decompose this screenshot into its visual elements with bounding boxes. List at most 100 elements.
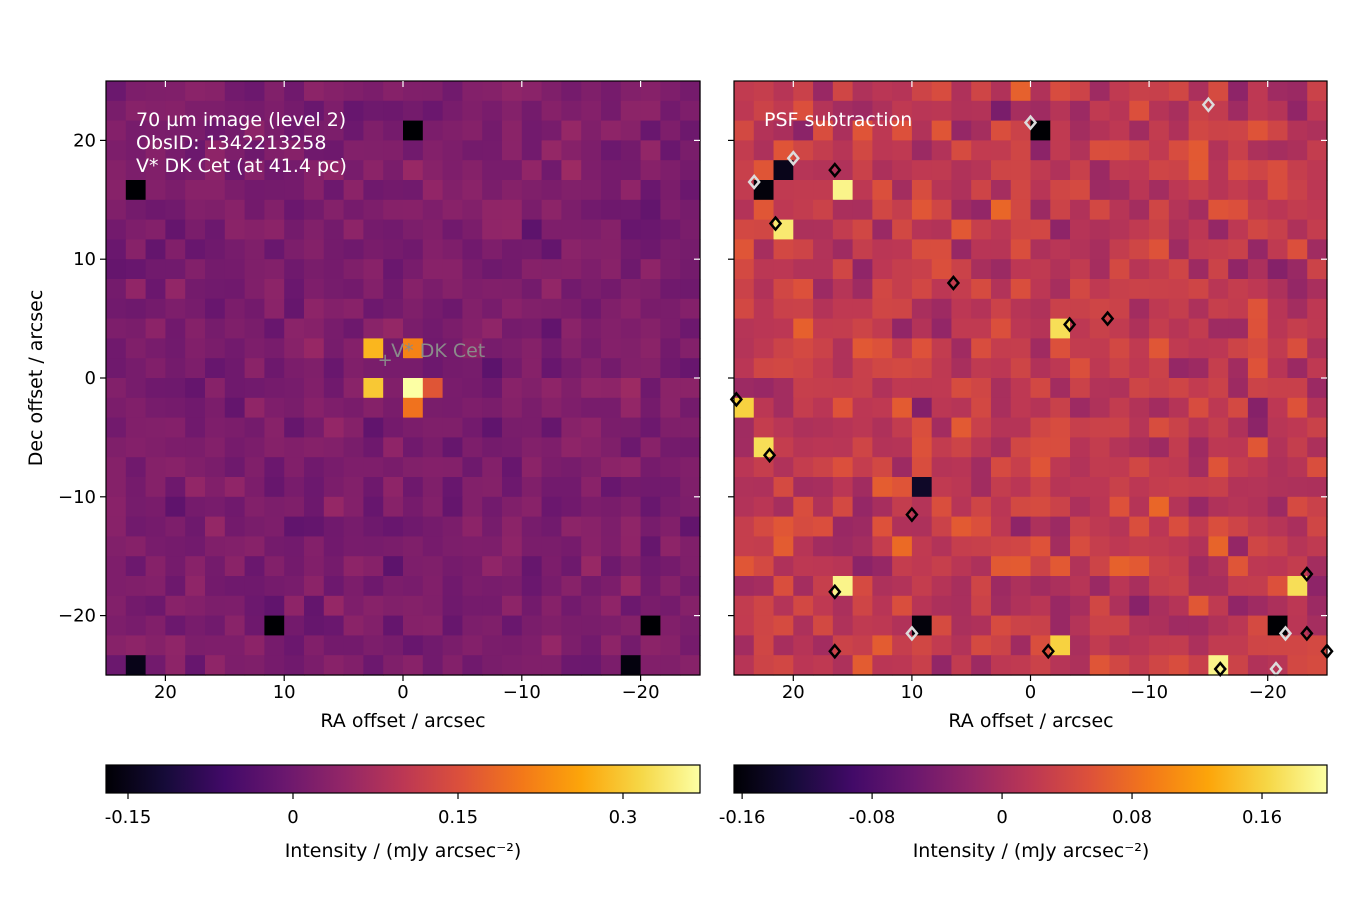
heatmap-cell bbox=[793, 655, 814, 676]
heatmap-cell bbox=[971, 477, 992, 498]
heatmap-cell bbox=[165, 457, 186, 478]
heatmap-cell bbox=[872, 120, 893, 141]
heatmap-cell bbox=[601, 239, 622, 260]
heatmap-cell bbox=[1129, 576, 1150, 597]
heatmap-cell bbox=[343, 338, 364, 359]
heatmap-cell bbox=[1030, 160, 1051, 181]
heatmap-cell bbox=[482, 457, 503, 478]
right-annotation: PSF subtraction bbox=[764, 109, 912, 131]
heatmap-cell bbox=[620, 318, 642, 339]
heatmap-cell bbox=[1228, 496, 1249, 518]
heatmap-cell bbox=[813, 120, 834, 141]
heatmap-cell bbox=[1247, 595, 1269, 617]
heatmap-cell bbox=[343, 100, 364, 122]
heatmap-cell bbox=[264, 338, 285, 359]
heatmap-cell bbox=[244, 120, 265, 141]
heatmap-cell bbox=[1267, 576, 1289, 597]
heatmap-cell bbox=[832, 199, 854, 221]
heatmap-cell bbox=[753, 279, 775, 300]
heatmap-cell bbox=[264, 576, 285, 597]
heatmap-cell bbox=[521, 219, 543, 240]
heatmap-cell bbox=[521, 199, 543, 221]
heatmap-cell bbox=[581, 338, 602, 359]
heatmap-cell bbox=[1109, 635, 1130, 656]
heatmap-cell bbox=[482, 576, 503, 597]
heatmap-cell bbox=[892, 279, 913, 300]
heatmap-cell bbox=[1089, 259, 1111, 280]
heatmap-cell bbox=[1030, 576, 1051, 597]
heatmap-cell bbox=[363, 180, 384, 201]
heatmap-cell bbox=[284, 417, 305, 438]
heatmap-cell bbox=[343, 259, 364, 280]
heatmap-cell bbox=[561, 655, 582, 676]
heatmap-cell bbox=[640, 536, 661, 557]
heatmap-cell bbox=[971, 437, 992, 458]
heatmap-cell bbox=[343, 635, 364, 656]
heatmap-cell bbox=[852, 576, 873, 597]
heatmap-cell bbox=[1050, 516, 1071, 537]
heatmap-cell bbox=[205, 219, 226, 240]
heatmap-cell bbox=[813, 477, 834, 498]
heatmap-cell bbox=[502, 318, 523, 339]
heatmap-cell bbox=[911, 655, 933, 676]
x-tick-label: 10 bbox=[900, 682, 923, 703]
heatmap-cell bbox=[323, 160, 345, 181]
heatmap-cell bbox=[1307, 199, 1328, 221]
heatmap-cell bbox=[773, 556, 794, 577]
heatmap-cell bbox=[971, 378, 992, 399]
heatmap-cell bbox=[442, 655, 463, 676]
heatmap-cell bbox=[753, 397, 775, 419]
heatmap-cell bbox=[442, 595, 463, 617]
heatmap-cell bbox=[1109, 437, 1130, 458]
heatmap-cell bbox=[640, 457, 661, 478]
heatmap-cell bbox=[1287, 496, 1308, 518]
heatmap-cell bbox=[185, 160, 206, 181]
heatmap-cell bbox=[1030, 298, 1051, 320]
heatmap-cell bbox=[951, 239, 972, 260]
heatmap-cell bbox=[363, 516, 384, 537]
heatmap-cell bbox=[521, 417, 543, 438]
heatmap-cell bbox=[185, 536, 206, 557]
heatmap-cell bbox=[403, 437, 424, 458]
heatmap-cell bbox=[106, 219, 127, 240]
heatmap-cell bbox=[1208, 318, 1229, 339]
heatmap-cell bbox=[462, 199, 483, 221]
heatmap-cell bbox=[971, 120, 992, 141]
heatmap-cell bbox=[1307, 457, 1328, 478]
heatmap-cell bbox=[106, 100, 127, 122]
heatmap-cell bbox=[145, 279, 166, 300]
heatmap-cell bbox=[680, 556, 701, 577]
heatmap-cell bbox=[911, 556, 933, 577]
heatmap-cell bbox=[620, 437, 642, 458]
heatmap-cell bbox=[734, 516, 755, 537]
heatmap-cell bbox=[185, 477, 206, 498]
heatmap-cell bbox=[1287, 556, 1308, 577]
heatmap-cell bbox=[244, 516, 265, 537]
heatmap-cell bbox=[264, 219, 285, 240]
contour-positive bbox=[768, 215, 783, 232]
heatmap-cell bbox=[482, 100, 503, 122]
heatmap-cell bbox=[1089, 615, 1111, 636]
heatmap-cell bbox=[224, 358, 246, 379]
heatmap-cell bbox=[911, 279, 933, 300]
heatmap-cell bbox=[403, 338, 424, 359]
heatmap-cell bbox=[482, 120, 503, 141]
heatmap-cell bbox=[753, 318, 775, 339]
heatmap-cell bbox=[323, 417, 345, 438]
heatmap-cell bbox=[561, 298, 582, 320]
heatmap-cell bbox=[1287, 120, 1308, 141]
heatmap-cell bbox=[304, 437, 325, 458]
heatmap-cell bbox=[1307, 120, 1328, 141]
contour-negative bbox=[905, 625, 919, 642]
heatmap-cell bbox=[462, 397, 483, 419]
heatmap-cell bbox=[1188, 298, 1209, 320]
heatmap-cell bbox=[892, 239, 913, 260]
heatmap-cell bbox=[521, 615, 543, 636]
heatmap-cell bbox=[1129, 417, 1150, 438]
heatmap-cell bbox=[284, 655, 305, 676]
heatmap-cell bbox=[1287, 298, 1308, 320]
heatmap-cell bbox=[581, 100, 602, 122]
heatmap-cell bbox=[224, 100, 246, 122]
heatmap-cell bbox=[323, 536, 345, 557]
heatmap-cell bbox=[1228, 259, 1249, 280]
